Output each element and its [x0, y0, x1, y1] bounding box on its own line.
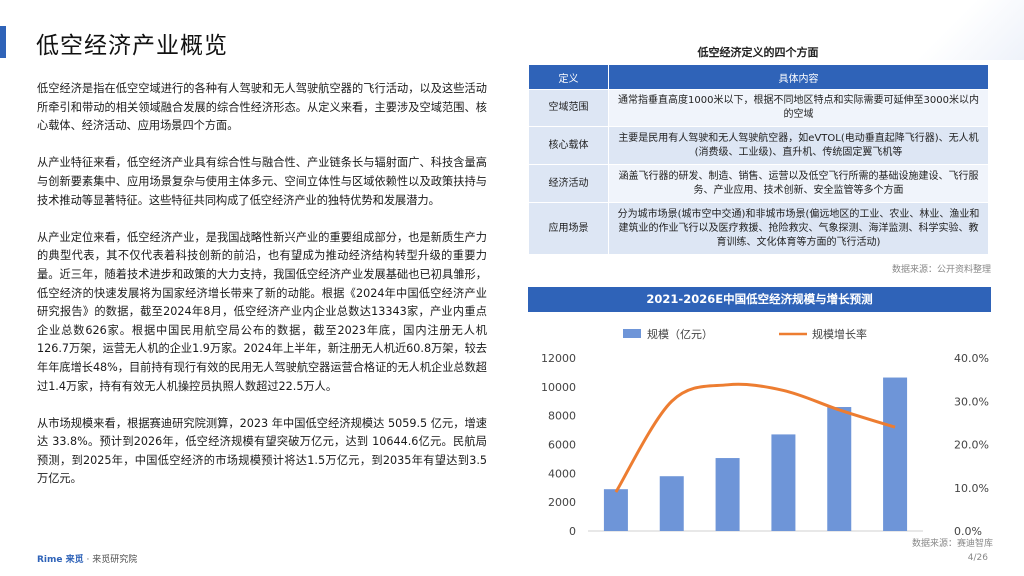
bar: [827, 407, 852, 531]
definition-table: 定义 具体内容 空域范围 通常指垂直高度1000米以下，根据不同地区特点和实际需…: [528, 64, 989, 255]
y-right-tick-label: 20.0%: [954, 439, 989, 452]
table-cell-content: 通常指垂直高度1000米以下，根据不同地区特点和实际需要可延伸至3000米以内的…: [608, 89, 989, 127]
y-left-tick-label: 8000: [548, 410, 576, 423]
paragraph-characteristics: 从产业特征来看，低空经济产业具有综合性与融合性、产业链条长与辐射面广、科技含量高…: [37, 156, 487, 207]
bar: [659, 476, 684, 531]
bar: [771, 434, 796, 531]
table-cell-category: 核心载体: [528, 126, 609, 165]
chart-title: 2021-2026E中国低空经济规模与增长预测: [528, 287, 991, 312]
y-left-tick-label: 2000: [548, 496, 576, 509]
y-right-tick-label: 30.0%: [954, 395, 989, 408]
table-cell-category: 应用场景: [528, 202, 609, 255]
footer-brand: Rime 来觅: [37, 555, 84, 565]
table-row: 经济活动 涵盖飞行器的研发、制造、销售、运营以及低空飞行所需的基础设施建设、飞行…: [528, 164, 989, 203]
table-row: 核心载体 主要是民用有人驾驶和无人驾驶航空器，如eVTOL(电动垂直起降飞行器)…: [528, 126, 989, 165]
bar: [603, 489, 628, 531]
legend-label-line: 规模增长率: [812, 327, 867, 341]
chart-svg: 规模（亿元） 规模增长率 0 2000 4000 6000 8000 10000 12000 0.…: [541, 327, 989, 554]
table-row: 应用场景 分为城市场景(城市空中交通)和非城市场景(偏远地区的工业、农业、林业、…: [528, 202, 989, 255]
corner-decoration: [904, 0, 1024, 60]
legend-label-bar: 规模（亿元）: [647, 327, 713, 341]
y-left-tick-label: 4000: [548, 467, 576, 480]
y-right-tick-label: 10.0%: [954, 482, 989, 495]
table-source: 数据来源：公开资料整理: [891, 265, 991, 275]
market-size-chart: 2021-2026E中国低空经济规模与增长预测 规模（亿元） 规模增长率 0 2000…: [528, 287, 991, 554]
paragraph-market-size: 从市场规模来看，根据赛迪研究院测算，2023 年中国低空经济规模达 5059.5…: [37, 416, 487, 486]
y-left-tick-label: 0: [569, 525, 576, 538]
footer-org: 来觅研究院: [92, 555, 138, 565]
chart-source: 数据来源：赛迪智库: [911, 539, 993, 549]
bar: [715, 458, 740, 531]
page-title: 低空经济产业概览: [36, 33, 228, 59]
table-cell-category: 经济活动: [528, 164, 609, 203]
y-left-tick-label: 10000: [541, 381, 576, 394]
legend-swatch-bar: [623, 329, 641, 338]
footer-logo: Rime 来觅 · 来觅研究院: [37, 552, 137, 565]
table-header-content: 具体内容: [608, 64, 989, 90]
growth-rate-line: [614, 382, 896, 493]
bar: [883, 377, 908, 531]
body-text: 低空经济是指在低空空域进行的各种有人驾驶和无人驾驶航空器的飞行活动，以及这些活动…: [37, 80, 487, 489]
table-header-definition: 定义: [528, 64, 609, 90]
table-header-row: 定义 具体内容: [528, 64, 989, 90]
table-cell-content: 分为城市场景(城市空中交通)和非城市场景(偏远地区的工业、农业、林业、渔业和建筑…: [608, 202, 989, 255]
title-accent-bar: [0, 26, 6, 58]
table-cell-content: 涵盖飞行器的研发、制造、销售、运营以及低空飞行所需的基础设施建设、飞行服务、产业…: [608, 164, 989, 203]
table-row: 空域范围 通常指垂直高度1000米以下，根据不同地区特点和实际需要可延伸至300…: [528, 89, 989, 127]
table-cell-category: 空域范围: [528, 89, 609, 127]
y-left-tick-label: 6000: [548, 439, 576, 452]
footer-separator: ·: [86, 555, 90, 565]
table-cell-content: 主要是民用有人驾驶和无人驾驶航空器，如eVTOL(电动垂直起降飞行器)、无人机(…: [608, 126, 989, 165]
paragraph-positioning: 从产业定位来看，低空经济产业，是我国战略性新兴产业的重要组成部分，也是新质生产力…: [37, 230, 488, 393]
table-title: 低空经济定义的四个方面: [697, 46, 819, 59]
chart-body: 规模（亿元） 规模增长率 0 2000 4000 6000 8000 10000 12000 0.…: [528, 312, 991, 554]
y-left-tick-label: 12000: [541, 352, 576, 365]
y-right-tick-label: 0.0%: [954, 525, 982, 538]
y-right-tick-label: 40.0%: [954, 352, 989, 365]
paragraph-definition: 低空经济是指在低空空域进行的各种有人驾驶和无人驾驶航空器的飞行活动，以及这些活动…: [37, 82, 487, 133]
page-number: 4/26: [967, 553, 988, 563]
